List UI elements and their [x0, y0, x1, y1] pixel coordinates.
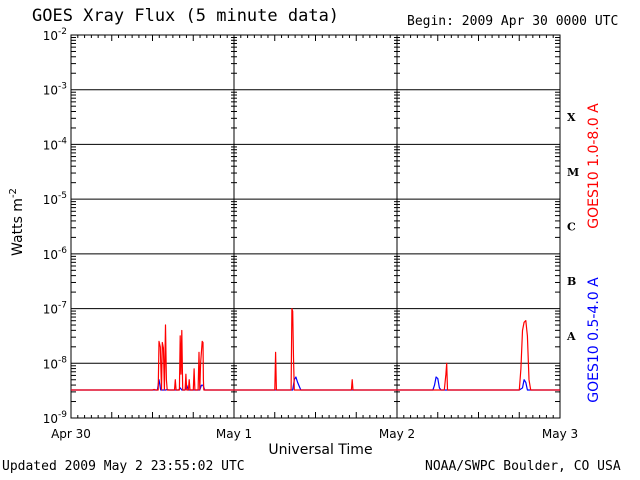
flare-class-label: A: [566, 330, 576, 343]
x-tick-label: May 2: [379, 427, 415, 441]
updated-timestamp: Updated 2009 May 2 23:55:02 UTC: [2, 459, 245, 474]
x-axis-title: Universal Time: [268, 442, 372, 458]
credit-label: NOAA/SWPC Boulder, CO USA: [425, 459, 621, 474]
y-tick-label: 10-5: [43, 191, 67, 207]
begin-time: Begin: 2009 Apr 30 0000 UTC: [407, 14, 619, 29]
x-tick-label: Apr 30: [51, 427, 91, 441]
series-line-short-channel: [71, 376, 560, 391]
y-tick-label: 10-4: [43, 136, 68, 152]
y-tick-label: 10-7: [43, 301, 67, 317]
y-tick-label: 10-2: [43, 27, 67, 43]
flare-class-label: X: [567, 111, 576, 124]
plot-frame: [70, 34, 561, 419]
x-tick-label: May 3: [542, 427, 578, 441]
y-tick-label: 10-9: [43, 410, 68, 426]
series-label-short-channel: GOES10 0.5-4.0 A: [586, 277, 602, 403]
y-tick-label: 10-6: [43, 246, 68, 262]
series-line-long-channel: [71, 308, 560, 391]
chart-title: GOES Xray Flux (5 minute data): [32, 6, 340, 26]
flare-class-label: C: [567, 221, 576, 234]
flare-class-label: M: [567, 166, 579, 179]
series-label-long-channel: GOES10 1.0-8.0 A: [586, 103, 602, 229]
y-tick-label: 10-8: [43, 355, 68, 371]
flare-class-label: B: [567, 275, 576, 288]
y-tick-label: 10-3: [43, 82, 67, 98]
x-tick-label: May 1: [216, 427, 252, 441]
y-axis-title: Watts m-2: [8, 188, 26, 256]
